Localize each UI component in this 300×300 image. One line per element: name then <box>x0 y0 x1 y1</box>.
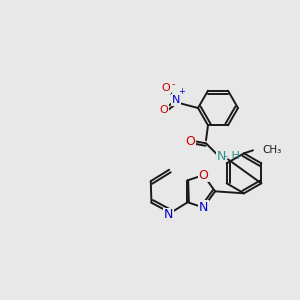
Text: - H: - H <box>224 151 240 161</box>
Text: -: - <box>171 79 175 89</box>
Text: +: + <box>178 86 185 95</box>
Text: N: N <box>164 208 173 221</box>
Text: N: N <box>199 201 208 214</box>
Text: N: N <box>216 150 226 163</box>
Text: O: O <box>160 105 168 115</box>
Text: O: O <box>162 83 170 93</box>
Text: O: O <box>199 169 208 182</box>
Text: CH₃: CH₃ <box>262 145 281 155</box>
Text: O: O <box>185 135 195 148</box>
Text: N: N <box>172 95 180 105</box>
